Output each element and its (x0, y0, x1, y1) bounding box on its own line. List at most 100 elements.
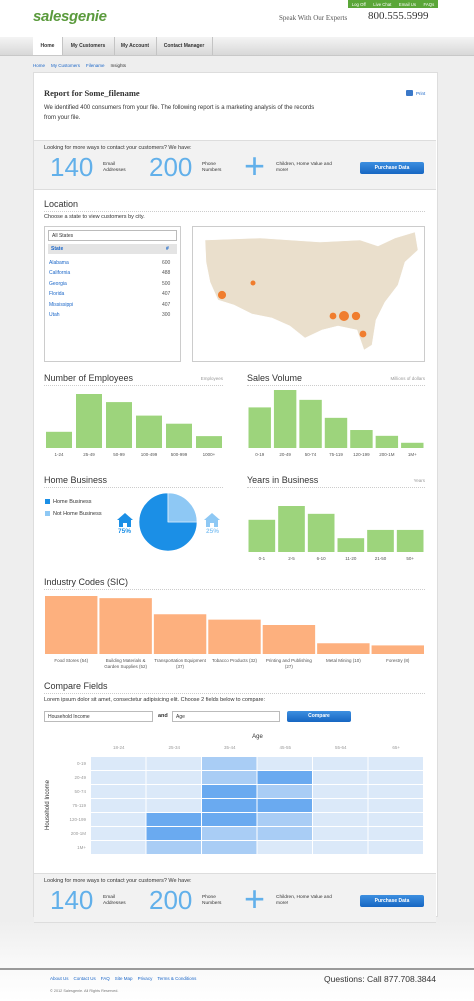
x-tick-label: Transportation Equipment (37) (154, 658, 206, 669)
map-dot (359, 330, 367, 338)
heatmap-cell (91, 813, 146, 826)
footer-link[interactable]: About Us (50, 976, 69, 981)
x-tick-label: 2-5 (288, 556, 295, 561)
heatmap-cell (146, 813, 201, 826)
heatmap-cell (313, 813, 368, 826)
y-tick-label: 75-119 (72, 803, 86, 808)
heatmap-cell (202, 785, 257, 798)
heatmap-cell (202, 841, 257, 854)
state-table: All States State # Alabama 600 California 488 G… (44, 226, 181, 362)
footer-link[interactable]: Site Map (114, 976, 133, 981)
copyright: © 2012 Salesgenie. All Rights Reserved. (50, 989, 119, 993)
footer-link[interactable]: Contact Us (73, 976, 96, 981)
divider (44, 487, 223, 488)
heatmap-cell (257, 841, 312, 854)
nav-tab[interactable]: Contact Manager (156, 37, 213, 55)
breadcrumb-item[interactable]: Filename (86, 63, 105, 68)
x-tick-label: Food Stores (54) (54, 658, 89, 663)
house-icon (204, 513, 220, 527)
y-tick-label: 120-199 (69, 817, 86, 822)
legend-swatch (45, 511, 50, 516)
us-map (204, 231, 419, 351)
x-tick-label: 100-499 (140, 452, 158, 457)
state-name[interactable]: Georgia (49, 280, 67, 287)
x-tick-label: Tobacco Products (32) (211, 658, 257, 663)
chart-title: Sales Volume (247, 373, 303, 383)
map-dot (351, 311, 361, 321)
logo[interactable]: salesgenie (33, 8, 107, 25)
breadcrumb-item[interactable]: My Customers (51, 63, 81, 68)
state-name[interactable]: California (49, 270, 71, 277)
state-name[interactable]: Florida (49, 291, 65, 298)
heatmap-cell (313, 799, 368, 812)
bar (76, 394, 102, 448)
y-tick-label: 50-74 (74, 789, 86, 794)
state-name[interactable]: Mississippi (49, 301, 74, 308)
bar (273, 390, 297, 448)
state-count: 500 (162, 280, 171, 287)
heatmap-cell (257, 771, 312, 784)
print-link[interactable]: Print (416, 91, 426, 96)
location-instruction: Choose a state to view customers by city… (44, 214, 145, 220)
heatmap-cell (257, 799, 312, 812)
nav-tab[interactable]: Home (33, 37, 63, 55)
more-label: Children, Home Value and more! (276, 162, 332, 173)
x-tick-label: 500-999 (170, 452, 188, 457)
column-header[interactable]: State (51, 246, 64, 252)
x-tick-label: 0-19 (255, 452, 265, 457)
footer-link[interactable]: Privacy (137, 976, 153, 981)
table-header (48, 244, 177, 254)
heatmap-cell (313, 785, 368, 798)
y-tick-label: 20-49 (74, 775, 86, 780)
chart-subtitle: Employees (200, 376, 223, 381)
top-link[interactable]: Email Us (398, 1, 417, 7)
nav-tab[interactable]: My Account (114, 37, 157, 55)
state-name[interactable]: Alabama (49, 260, 69, 266)
heatmap-cell (202, 757, 257, 770)
column-header: # (166, 246, 169, 252)
plus: + (244, 145, 266, 186)
breadcrumb-item[interactable]: Home (33, 63, 46, 68)
bar (166, 423, 192, 448)
state-name[interactable]: Utah (49, 312, 60, 318)
value-label: 25% (206, 528, 220, 535)
heatmap-cell (368, 785, 423, 798)
heatmap-cell (202, 771, 257, 784)
compare-text: Lorem ipsum dolor sit amet, consectetur … (44, 697, 266, 703)
state-count: 488 (162, 270, 171, 277)
top-link[interactable]: FAQs (423, 1, 435, 7)
bar (208, 619, 261, 654)
report-description: We identified 400 consumers from your fi… (44, 105, 315, 121)
purchase-button[interactable]: Purchase Data (360, 162, 424, 174)
heatmap-cell (202, 813, 257, 826)
heatmap-cell (257, 813, 312, 826)
heatmap-cell (202, 799, 257, 812)
top-link[interactable]: Live Chat (373, 1, 392, 7)
chart-title: Home Business (44, 475, 108, 485)
footer-link[interactable]: FAQ (100, 976, 110, 981)
state-dropdown[interactable]: All States (48, 230, 177, 241)
nav-tab[interactable]: My Customers (62, 37, 115, 55)
plus: + (244, 878, 266, 919)
legend-label: Not Home Business (53, 510, 102, 517)
chart-title: Years in Business (247, 475, 319, 485)
print-icon (406, 90, 413, 96)
x-tick-label: 120-199 (353, 452, 370, 457)
state-count: 407 (162, 291, 171, 298)
chart-subtitle: Years (413, 478, 425, 483)
purchase-button[interactable]: Purchase Data (360, 895, 424, 907)
bar (375, 435, 399, 448)
bar (401, 442, 424, 448)
field-select[interactable]: Household Income (44, 711, 153, 722)
footer-link[interactable]: Terms & Conditions (157, 976, 197, 981)
top-link[interactable]: Log Off (351, 1, 366, 7)
divider (44, 385, 223, 386)
heatmap-cell (368, 813, 423, 826)
phone-label: Phone Numbers (202, 162, 222, 173)
field-select[interactable]: Age (172, 711, 280, 722)
x-tick-label: 25-49 (83, 452, 95, 457)
heatmap-cell (257, 785, 312, 798)
compare-button[interactable]: Compare (287, 711, 351, 722)
bar (350, 430, 373, 448)
